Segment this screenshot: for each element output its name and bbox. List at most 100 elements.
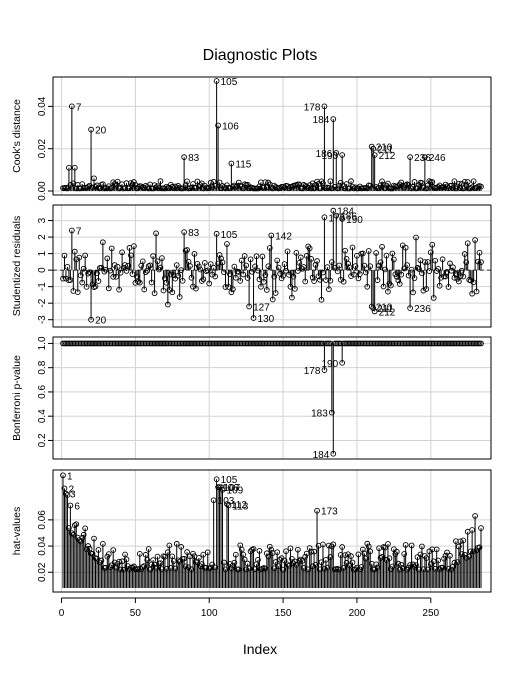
- data-point: [439, 564, 446, 571]
- data-point: [326, 185, 332, 191]
- point-label: 183: [311, 409, 328, 420]
- data-point: [274, 257, 281, 264]
- data-point: [170, 185, 177, 192]
- data-point: [60, 472, 66, 479]
- data-point: [377, 182, 384, 189]
- data-point: [178, 267, 185, 273]
- data-point: [331, 264, 338, 271]
- data-point: [263, 287, 270, 293]
- data-point: [453, 271, 459, 277]
- data-point: [376, 262, 382, 269]
- data-point: [89, 550, 96, 557]
- data-point: [398, 561, 405, 568]
- data-point: [200, 276, 207, 283]
- data-point: [396, 281, 403, 287]
- point-label: 7: [76, 102, 82, 113]
- data-point: [250, 315, 257, 321]
- x-tick-label: 250: [422, 608, 439, 619]
- y-axis-label: hat-values: [11, 507, 23, 555]
- data-point: [206, 184, 213, 191]
- data-point: [367, 548, 374, 555]
- data-point: [476, 249, 483, 256]
- data-point: [370, 145, 377, 152]
- data-point: [463, 259, 470, 266]
- data-point: [148, 279, 155, 286]
- data-point: [95, 547, 102, 553]
- data-point: [296, 259, 303, 266]
- point-label: 1: [67, 471, 73, 482]
- data-point: [475, 258, 481, 265]
- data-point: [228, 289, 235, 296]
- data-point: [190, 181, 196, 187]
- point-label: 211: [377, 145, 393, 156]
- y-tick-label: 1.0: [37, 336, 48, 350]
- data-point: [333, 150, 340, 156]
- data-point: [60, 275, 66, 282]
- data-point: [256, 547, 263, 554]
- data-point: [308, 256, 314, 262]
- data-point: [320, 541, 326, 548]
- data-point: [324, 264, 331, 270]
- data-point: [85, 270, 91, 277]
- data-point: [108, 245, 115, 252]
- data-point: [327, 277, 334, 284]
- y-axis-label: Bonferroni p-value: [11, 355, 23, 441]
- data-point: [423, 286, 430, 292]
- data-point: [272, 290, 279, 296]
- data-point: [184, 178, 190, 185]
- data-point: [299, 265, 306, 272]
- data-point: [393, 548, 400, 555]
- data-point: [105, 551, 112, 557]
- data-point: [144, 557, 151, 563]
- data-point: [451, 274, 458, 281]
- data-point: [455, 543, 462, 550]
- data-point: [401, 265, 408, 272]
- data-point: [141, 286, 148, 293]
- point-label: 173: [321, 507, 338, 518]
- data-point: [389, 250, 396, 257]
- data-point: [311, 548, 317, 555]
- data-point: [371, 308, 378, 315]
- data-point: [289, 294, 295, 301]
- data-point: [83, 284, 90, 290]
- data-point: [305, 566, 312, 573]
- data-point: [241, 253, 248, 259]
- data-point: [213, 230, 220, 237]
- data-point: [227, 271, 233, 277]
- data-point: [64, 492, 71, 498]
- data-point: [361, 262, 368, 269]
- data-point: [153, 230, 159, 237]
- data-point: [259, 253, 266, 260]
- data-point: [343, 256, 350, 262]
- data-point: [135, 278, 142, 285]
- data-point: [255, 556, 261, 563]
- data-point: [95, 278, 102, 284]
- chart-title: Diagnostic Plots: [203, 47, 318, 64]
- point-label: 107: [224, 483, 241, 494]
- data-point: [228, 565, 235, 572]
- data-point: [299, 558, 306, 564]
- data-point: [107, 267, 114, 274]
- data-point: [142, 551, 149, 558]
- data-point: [362, 269, 369, 276]
- data-point: [334, 185, 341, 192]
- data-point: [235, 269, 242, 275]
- data-point: [359, 546, 366, 553]
- data-point: [136, 279, 143, 286]
- point-label: 113: [232, 501, 248, 512]
- data-point: [284, 248, 291, 255]
- data-point: [429, 241, 436, 248]
- data-point: [320, 180, 326, 187]
- data-point: [306, 545, 313, 551]
- point-label: 127: [253, 302, 270, 313]
- data-point: [292, 285, 298, 292]
- point-label: 142: [275, 231, 292, 242]
- data-point: [61, 485, 68, 492]
- data-point: [379, 243, 385, 250]
- data-point: [436, 566, 443, 573]
- data-point: [358, 564, 365, 570]
- point-label: 106: [222, 121, 239, 132]
- panel-cooks: 0.00 0.02 0.04 Cook's distance 7 20 83 105 106 11…: [11, 76, 492, 201]
- data-point: [380, 283, 387, 290]
- data-point: [275, 563, 282, 570]
